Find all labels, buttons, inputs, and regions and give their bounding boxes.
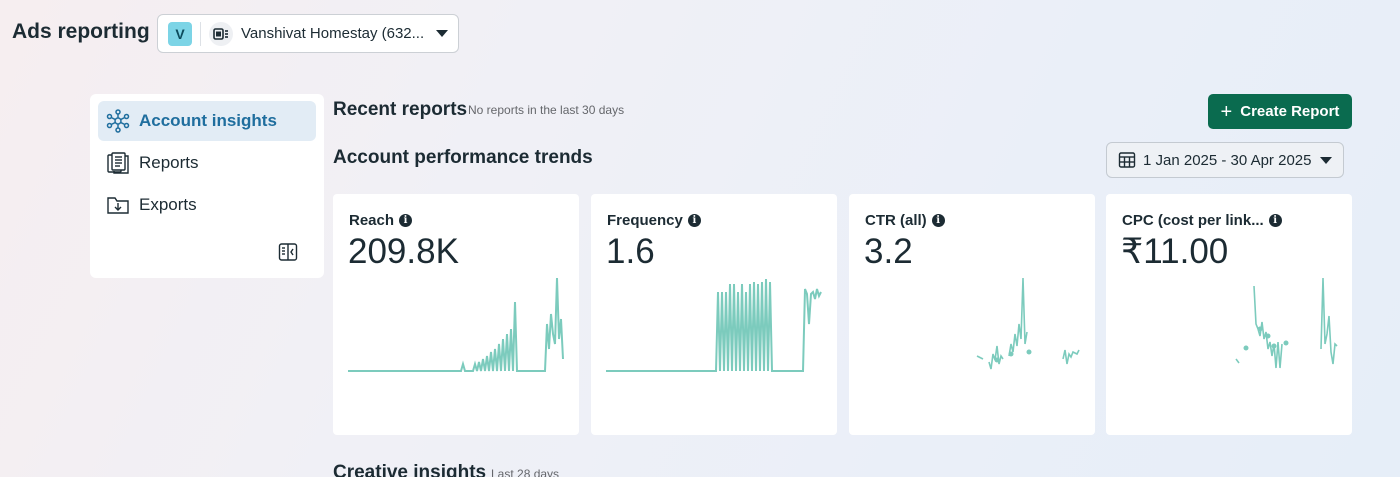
calendar-icon bbox=[1118, 151, 1136, 169]
date-range-value: 1 Jan 2025 - 30 Apr 2025 bbox=[1143, 151, 1312, 169]
metric-value: ₹11.00 bbox=[1121, 232, 1229, 271]
date-range-picker[interactable]: 1 Jan 2025 - 30 Apr 2025 bbox=[1106, 142, 1344, 178]
sidebar-item-exports[interactable]: Exports bbox=[98, 185, 316, 225]
info-icon[interactable]: i bbox=[1268, 214, 1282, 227]
info-icon[interactable]: i bbox=[931, 214, 945, 227]
sidebar-item-reports[interactable]: Reports bbox=[98, 143, 316, 183]
metric-card-cpc[interactable]: CPC (cost per link... i ₹11.00 bbox=[1106, 194, 1352, 435]
frequency-sparkline bbox=[606, 278, 822, 372]
recent-reports-subtitle: No reports in the last 30 days bbox=[468, 103, 625, 117]
account-avatar: V bbox=[168, 21, 192, 46]
metric-card-reach[interactable]: Reach i 209.8K bbox=[333, 194, 579, 435]
recent-reports-title: Recent reports bbox=[333, 99, 468, 120]
sidebar-item-label: Account insights bbox=[139, 111, 277, 130]
ad-account-icon bbox=[209, 21, 233, 46]
page-title: Ads reporting bbox=[12, 20, 150, 43]
creative-insights-title: Creative insights bbox=[333, 462, 487, 477]
reports-icon bbox=[106, 151, 130, 175]
creative-insights-subtitle: Last 28 days bbox=[491, 467, 560, 477]
metric-label: CPC (cost per link... i bbox=[1122, 212, 1282, 229]
chevron-down-icon bbox=[1320, 156, 1332, 164]
metric-label-text: Reach bbox=[349, 212, 395, 229]
metric-label: CTR (all) i bbox=[865, 212, 945, 229]
ctr-sparkline bbox=[976, 277, 1080, 370]
metric-label-text: CTR (all) bbox=[865, 212, 927, 229]
cpc-sparkline bbox=[1235, 277, 1338, 369]
metric-value: 3.2 bbox=[864, 232, 913, 271]
plus-icon: + bbox=[1220, 100, 1233, 123]
create-report-label: Create Report bbox=[1240, 103, 1340, 120]
account-selector[interactable]: V Vanshivat Homestay (632... bbox=[157, 14, 459, 53]
reach-sparkline bbox=[348, 277, 564, 372]
info-icon[interactable]: i bbox=[687, 214, 701, 227]
metric-label: Frequency i bbox=[607, 212, 701, 229]
metric-label-text: Frequency bbox=[607, 212, 683, 229]
network-icon bbox=[106, 109, 130, 133]
metric-label: Reach i bbox=[349, 212, 413, 229]
create-report-button[interactable]: + Create Report bbox=[1208, 94, 1352, 129]
metric-card-ctr[interactable]: CTR (all) i 3.2 bbox=[849, 194, 1095, 435]
chevron-down-icon bbox=[436, 30, 448, 37]
info-icon[interactable]: i bbox=[399, 214, 413, 227]
metric-value: 209.8K bbox=[348, 232, 459, 271]
sidebar-item-label: Reports bbox=[139, 153, 199, 172]
export-folder-icon bbox=[106, 193, 130, 217]
divider bbox=[200, 21, 201, 46]
sidebar-item-account-insights[interactable]: Account insights bbox=[98, 101, 316, 141]
sidebar-item-label: Exports bbox=[139, 195, 197, 214]
metric-label-text: CPC (cost per link... bbox=[1122, 212, 1264, 229]
account-name: Vanshivat Homestay (632... bbox=[241, 25, 425, 42]
collapse-sidebar-icon[interactable] bbox=[278, 242, 298, 262]
metric-value: 1.6 bbox=[606, 232, 655, 271]
sidebar: Account insights Reports Exports bbox=[90, 94, 324, 278]
metric-card-frequency[interactable]: Frequency i 1.6 bbox=[591, 194, 837, 435]
performance-trends-title: Account performance trends bbox=[333, 147, 593, 168]
